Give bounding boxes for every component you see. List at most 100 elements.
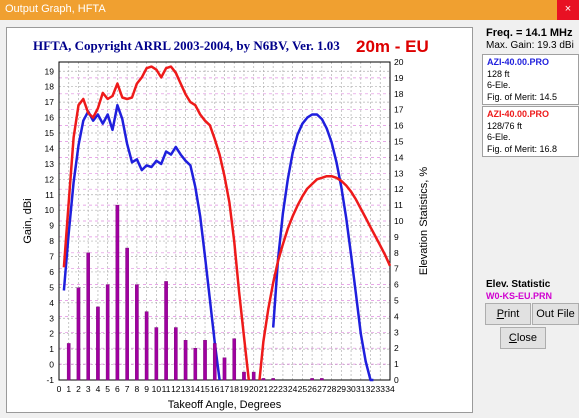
x-tick-label: 26 — [307, 384, 317, 394]
y-tick-label: 17 — [45, 97, 55, 107]
elevation-bar — [66, 343, 71, 381]
y-right-tick-label: 4 — [394, 311, 399, 321]
x-tick-label: 13 — [181, 384, 191, 394]
x-tick-label: 21 — [259, 384, 269, 394]
y-tick-label: 10 — [45, 205, 55, 215]
y-right-tick-label: 9 — [394, 232, 399, 242]
out-file-button[interactable]: Out File — [532, 303, 579, 325]
y-tick-label: 11 — [45, 190, 54, 200]
antenna-2-height: 128/76 ft — [487, 121, 523, 131]
x-tick-label: 31 — [356, 384, 366, 394]
elevation-bar — [174, 327, 178, 381]
close-window-button[interactable]: × — [557, 0, 579, 20]
antenna-2-name: AZI-40.00.PRO — [487, 109, 550, 119]
y-axis-label: Gain, dBi — [22, 198, 34, 243]
elevation-bar — [125, 247, 129, 381]
x-tick-label: 33 — [376, 384, 386, 394]
elevation-bar — [183, 340, 188, 381]
elevation-bar — [203, 340, 207, 381]
y-tick-label: 7 — [49, 252, 54, 262]
elevation-bar — [261, 378, 266, 381]
x-tick-label: 11 — [162, 384, 171, 394]
y-right-tick-label: 5 — [394, 296, 399, 306]
antenna-2-merit: Fig. of Merit: 16.8 — [487, 144, 558, 154]
y-right-tick-label: 18 — [394, 89, 404, 99]
y-right-tick-label: 2 — [394, 343, 399, 353]
y-tick-label: 5 — [49, 282, 54, 292]
print-button-label: rint — [504, 308, 520, 320]
elevation-bar — [86, 252, 91, 381]
y-right-tick-label: 10 — [394, 216, 404, 226]
elevation-bar — [76, 287, 81, 381]
y-right-tick-label: 20 — [394, 57, 404, 67]
y-tick-label: 4 — [49, 298, 54, 308]
elevation-bar — [193, 348, 198, 381]
elevation-bar — [212, 343, 217, 381]
y-tick-label: 19 — [45, 66, 55, 76]
x-tick-label: 19 — [239, 384, 249, 394]
elevation-bar — [144, 311, 149, 381]
y-right-tick-label: 16 — [394, 121, 404, 131]
elevation-bar — [310, 378, 314, 381]
y-right-tick-label: 11 — [394, 200, 403, 210]
window-titlebar: Output Graph, HFTA × — [0, 0, 579, 20]
band-label: 20m - EU — [356, 37, 429, 56]
print-button-hotkey: P — [496, 308, 505, 320]
x-tick-label: 23 — [278, 384, 288, 394]
x-tick-label: 34 — [385, 384, 395, 394]
y-tick-label: 9 — [49, 221, 54, 231]
x-tick-label: 8 — [135, 384, 140, 394]
x-tick-label: 12 — [171, 384, 181, 394]
x-tick-label: 24 — [288, 384, 298, 394]
y-right-tick-label: 7 — [394, 264, 399, 274]
y-right-tick-label: 19 — [394, 73, 404, 83]
y-right-tick-label: 12 — [394, 184, 404, 194]
y-right-tick-label: 8 — [394, 248, 399, 258]
print-button[interactable]: Print — [485, 303, 531, 325]
x-tick-label: 3 — [86, 384, 91, 394]
x-tick-label: 4 — [96, 384, 101, 394]
y-right-tick-label: 17 — [394, 105, 404, 115]
y-tick-label: 0 — [49, 360, 54, 370]
x-tick-label: 27 — [317, 384, 327, 394]
x-tick-label: 30 — [346, 384, 356, 394]
x-tick-label: 32 — [366, 384, 376, 394]
y-tick-label: 16 — [45, 113, 55, 123]
elevation-statistic-file: W0-KS-EU.PRN — [486, 291, 553, 301]
x-tick-label: 20 — [249, 384, 259, 394]
y-tick-label: 3 — [49, 313, 54, 323]
antenna-1-panel[interactable]: AZI-40.00.PRO 128 ft 6-Ele. Fig. of Meri… — [482, 54, 579, 105]
close-button-label: lose — [516, 332, 538, 344]
y-right-axis-label: Elevation Statistics, % — [418, 167, 430, 275]
elevation-statistic-label: Elev. Statistic — [486, 279, 551, 290]
antenna-2-panel[interactable]: AZI-40.00.PRO 128/76 ft 6-Ele. Fig. of M… — [482, 106, 579, 157]
elevation-bar — [242, 371, 246, 381]
y-tick-label: 14 — [45, 143, 55, 153]
gain-series-line — [271, 113, 374, 382]
window-title: Output Graph, HFTA — [5, 3, 106, 15]
close-button[interactable]: Close — [500, 327, 546, 349]
x-tick-label: 16 — [210, 384, 220, 394]
antenna-1-type: 6-Ele. — [487, 80, 511, 90]
x-tick-label: 7 — [125, 384, 130, 394]
elevation-bar — [271, 378, 275, 381]
y-tick-label: 12 — [45, 174, 55, 184]
x-tick-label: 22 — [268, 384, 278, 394]
elevation-chart: HFTA, Copyright ARRL 2003-2004, by N6BV,… — [22, 37, 430, 411]
y-right-tick-label: 6 — [394, 280, 399, 290]
x-tick-label: 17 — [220, 384, 230, 394]
y-tick-label: -1 — [46, 375, 54, 385]
elevation-bar — [320, 378, 324, 381]
x-tick-label: 9 — [144, 384, 149, 394]
elevation-bar — [251, 371, 256, 381]
max-gain-label: Max. Gain: 19.3 dBi — [486, 40, 574, 51]
gain-series-line — [258, 174, 392, 381]
y-tick-label: 13 — [45, 159, 55, 169]
y-tick-label: 8 — [49, 236, 54, 246]
frequency-label: Freq. = 14.1 MHz — [486, 27, 573, 39]
x-tick-label: 6 — [115, 384, 120, 394]
x-tick-label: 18 — [230, 384, 240, 394]
y-right-tick-label: 15 — [394, 137, 404, 147]
y-right-tick-label: 14 — [394, 152, 404, 162]
elevation-bar — [154, 327, 159, 381]
